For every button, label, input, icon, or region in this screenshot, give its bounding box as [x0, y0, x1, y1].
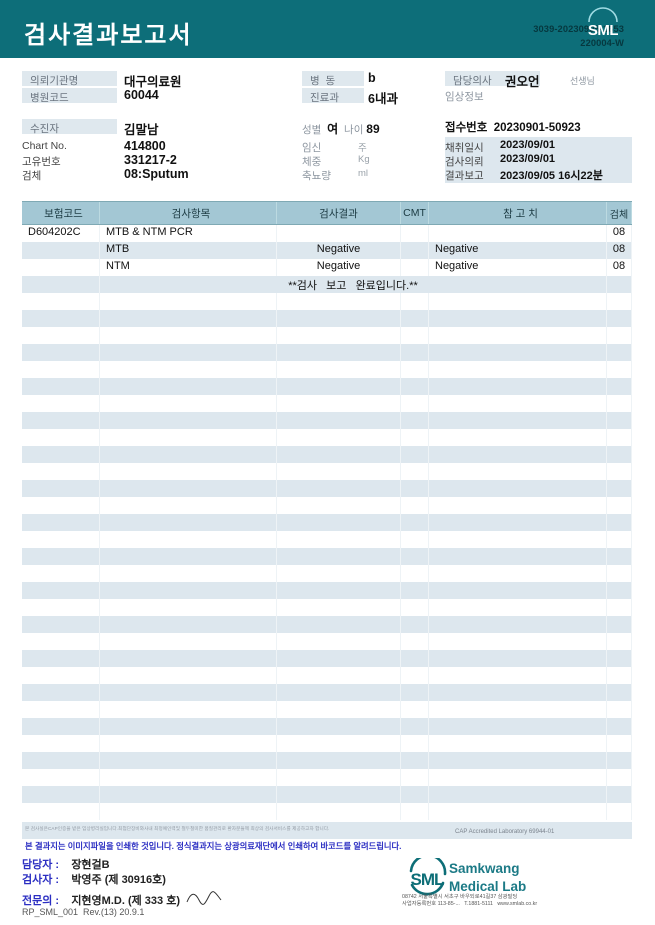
svg-text:SML: SML — [411, 870, 445, 889]
